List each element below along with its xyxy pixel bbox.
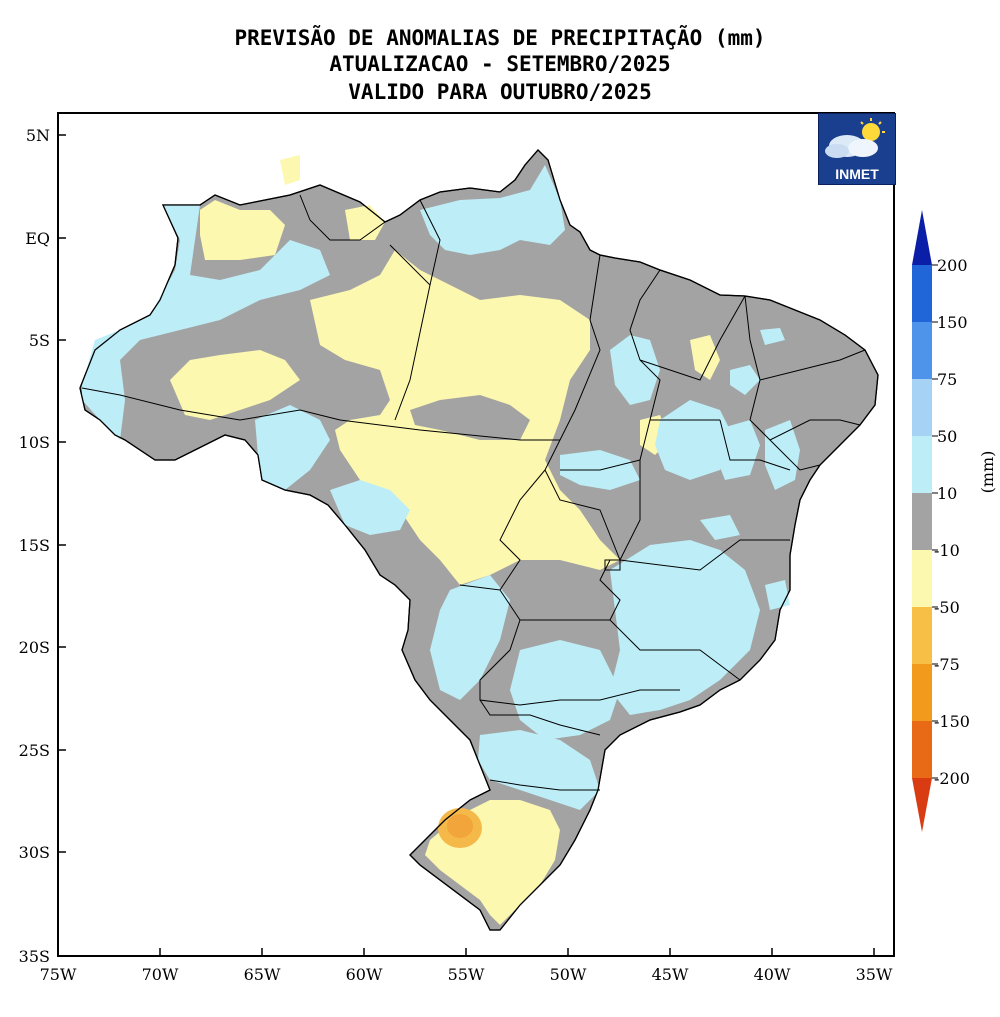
colorbar-top-arrow	[912, 210, 932, 265]
lon-tick-label: 70W	[142, 965, 179, 984]
inmet-logo: INMET	[818, 113, 896, 185]
colorbar-label: 75	[937, 370, 957, 389]
lon-tick-label: 55W	[448, 965, 485, 984]
colorbar-band	[912, 493, 932, 550]
colorbar-label: 10	[937, 484, 957, 503]
lon-tick-label: 60W	[346, 965, 383, 984]
lon-tick-label: 40W	[754, 965, 791, 984]
colorbar-band	[912, 664, 932, 721]
cloud-sun-icon	[825, 118, 885, 158]
inmet-logo-text: INMET	[835, 166, 879, 182]
lat-tick-label: 25S	[19, 741, 50, 760]
colorbar-band	[912, 721, 932, 778]
colorbar: 200 150 75 50 10 -10 -50 -75 -150 -200 (…	[912, 210, 997, 832]
state-borders	[79, 149, 879, 931]
latitude-labels: 5N EQ 5S 10S 15S 20S 25S 30S 35S	[19, 126, 50, 966]
colorbar-bottom-arrow	[912, 778, 932, 832]
colorbar-label: 150	[937, 313, 968, 332]
lat-tick-label: EQ	[25, 229, 50, 248]
colorbar-band	[912, 379, 932, 436]
strong-below-normal-area	[438, 808, 482, 848]
lon-tick-label: 50W	[550, 965, 587, 984]
colorbar-band	[912, 322, 932, 379]
lat-tick-label: 20S	[19, 638, 50, 657]
map-title-line3: VALIDO PARA OUTUBRO/2025	[348, 80, 652, 104]
colorbar-band	[912, 550, 932, 607]
colorbar-label: -75	[934, 655, 960, 674]
colorbar-unit-label: (mm)	[978, 451, 997, 494]
colorbar-label: -200	[934, 769, 970, 788]
lat-tick-label: 10S	[19, 433, 50, 452]
lat-tick-label: 35S	[19, 947, 50, 966]
lat-tick-label: 5N	[26, 126, 50, 145]
lon-tick-label: 45W	[652, 965, 689, 984]
map-title-line1: PREVISÃO DE ANOMALIAS DE PRECIPITAÇÃO (m…	[234, 26, 766, 50]
near-normal-central-area	[410, 395, 530, 440]
colorbar-label: -10	[934, 541, 960, 560]
colorbar-label: 200	[937, 256, 968, 275]
lon-tick-label: 65W	[244, 965, 281, 984]
colorbar-band	[912, 436, 932, 493]
colorbar-band	[912, 265, 932, 322]
map-title-line2: ATUALIZACAO - SETEMBRO/2025	[329, 52, 671, 76]
colorbar-label: -50	[934, 598, 960, 617]
above-normal-areas	[82, 165, 800, 810]
lat-tick-label: 5S	[29, 331, 50, 350]
colorbar-label: 50	[937, 427, 957, 446]
lon-tick-label: 35W	[856, 965, 893, 984]
lat-tick-label: 30S	[19, 843, 50, 862]
lat-tick-label: 15S	[19, 536, 50, 555]
colorbar-band	[912, 607, 932, 664]
colorbar-label: -150	[934, 712, 970, 731]
axis-ticks	[57, 134, 875, 957]
longitude-labels: 75W 70W 65W 60W 55W 50W 45W 40W 35W	[40, 965, 893, 984]
lon-tick-label: 75W	[40, 965, 77, 984]
